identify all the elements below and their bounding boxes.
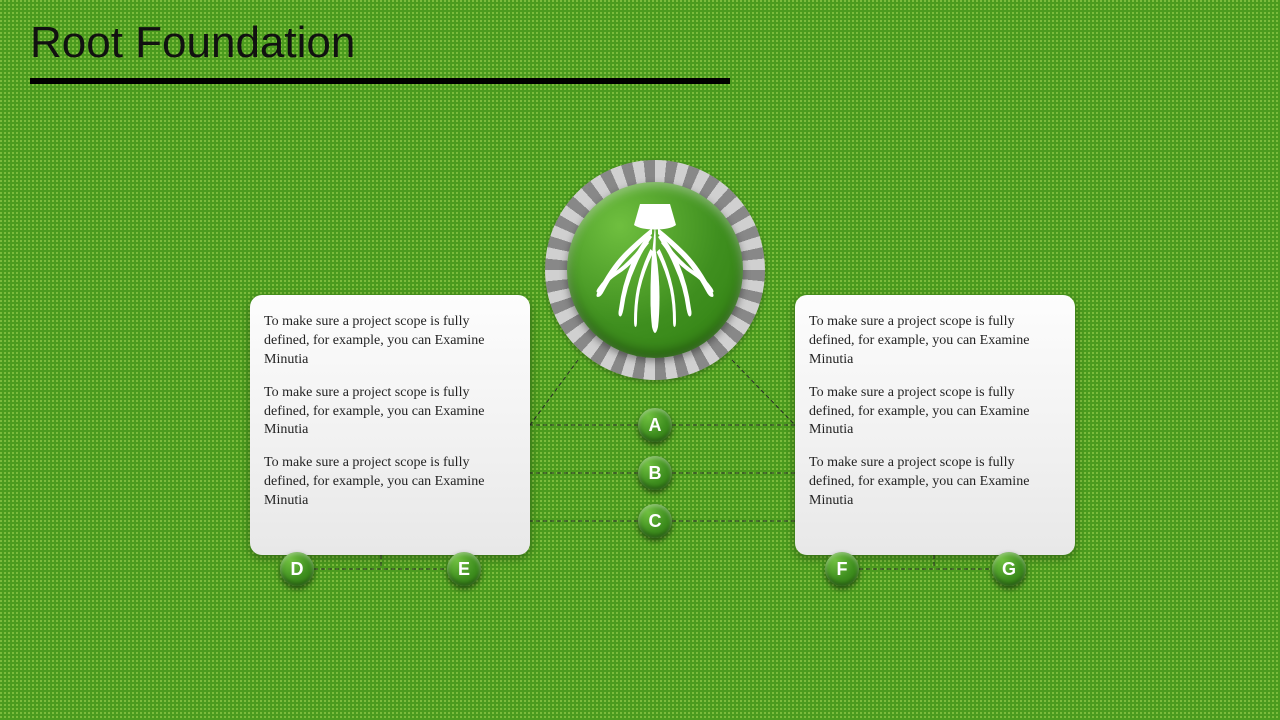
node-label: A [649, 415, 662, 436]
node-e: E [447, 552, 481, 586]
card-left-paragraph: To make sure a project scope is fully de… [264, 384, 516, 441]
node-label: G [1002, 559, 1016, 580]
card-right-paragraph: To make sure a project scope is fully de… [809, 454, 1061, 511]
node-g: G [992, 552, 1026, 586]
node-c: C [638, 504, 672, 538]
card-right-paragraph: To make sure a project scope is fully de… [809, 313, 1061, 370]
node-d: D [280, 552, 314, 586]
slide-stage: Root Foundation [0, 0, 1280, 720]
node-label: F [837, 559, 848, 580]
node-a: A [638, 408, 672, 442]
root-icon [580, 195, 730, 345]
page-title: Root Foundation [30, 18, 355, 68]
node-label: E [458, 559, 470, 580]
text-card-left: To make sure a project scope is fully de… [250, 295, 530, 555]
medallion-inner [567, 182, 743, 358]
central-medallion [545, 160, 765, 380]
node-label: D [291, 559, 304, 580]
node-b: B [638, 456, 672, 490]
card-right-paragraph: To make sure a project scope is fully de… [809, 384, 1061, 441]
text-card-right: To make sure a project scope is fully de… [795, 295, 1075, 555]
node-label: B [649, 463, 662, 484]
node-label: C [649, 511, 662, 532]
title-underline [30, 78, 730, 84]
card-left-paragraph: To make sure a project scope is fully de… [264, 454, 516, 511]
node-f: F [825, 552, 859, 586]
card-left-paragraph: To make sure a project scope is fully de… [264, 313, 516, 370]
